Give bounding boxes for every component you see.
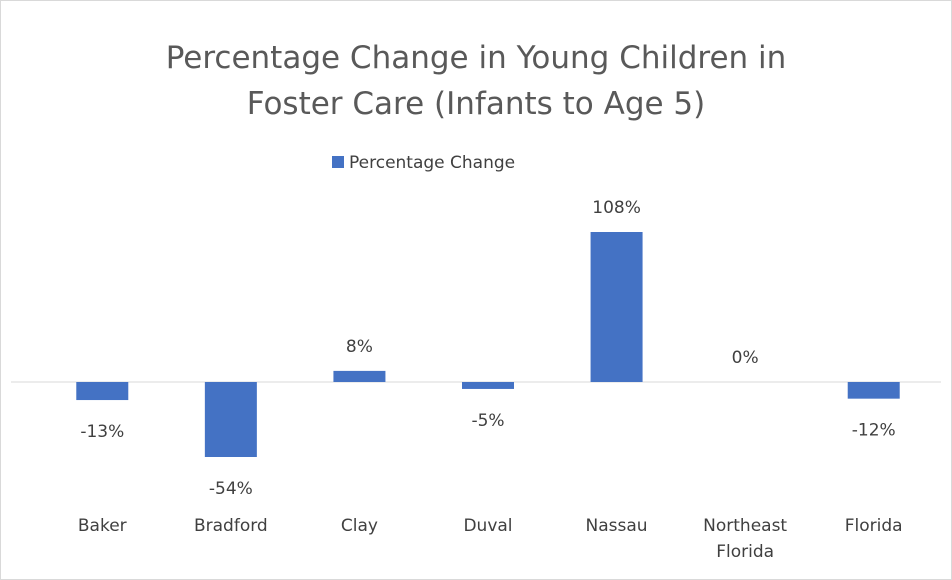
chart-title: Percentage Change in Young Children in F… [165,40,787,122]
data-label: -13% [80,422,124,442]
legend-swatch [332,156,344,168]
x-tick-label: Nassau [585,516,648,536]
x-tick-label: Florida [844,516,903,536]
x-tick-label: Duval [463,516,513,536]
x-tick-label: Clay [340,516,378,536]
bar [590,232,643,382]
bar [847,382,900,399]
x-tick-label: Bradford [193,516,268,536]
data-label: 0% [732,348,759,368]
x-tick-label: Northeast Florida [703,516,788,562]
data-label: -5% [471,411,504,431]
data-label: 8% [346,337,373,357]
data-label: -12% [852,421,896,441]
data-label: -54% [209,479,253,499]
bar [204,382,257,457]
legend-label: Percentage Change [349,153,515,173]
data-label: 108% [592,198,641,218]
bar [333,370,386,382]
bar [462,382,514,389]
bar [76,382,129,401]
x-tick-label: Baker [77,516,127,536]
